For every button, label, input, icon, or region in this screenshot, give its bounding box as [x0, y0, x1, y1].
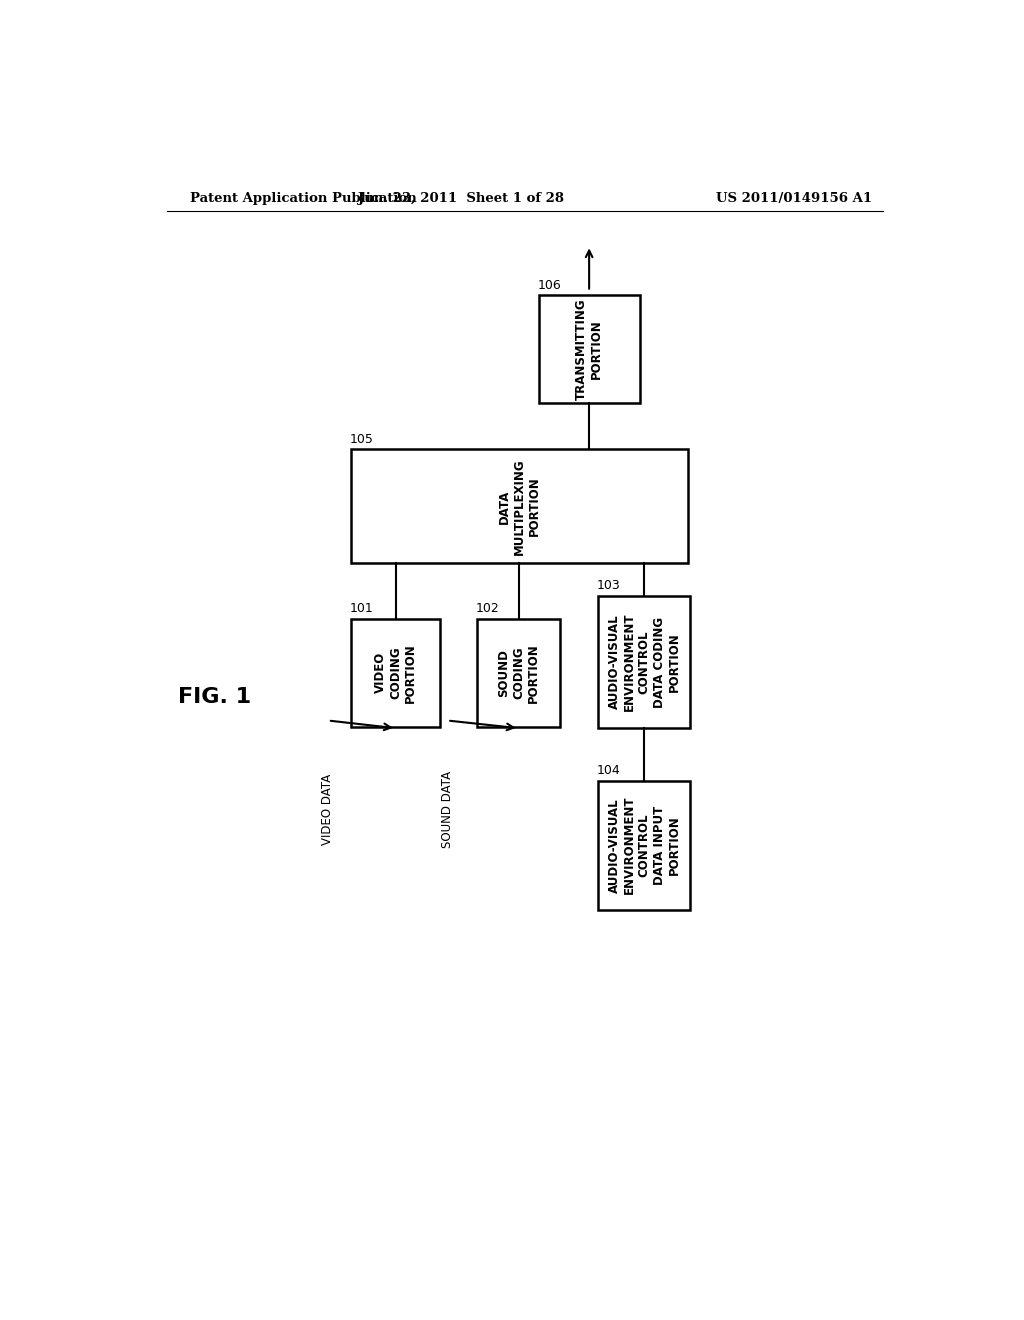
- Text: FIG. 1: FIG. 1: [178, 688, 251, 708]
- Text: 106: 106: [538, 279, 561, 292]
- Text: 104: 104: [597, 764, 621, 776]
- Bar: [539, 296, 640, 404]
- Text: Jun. 23, 2011  Sheet 1 of 28: Jun. 23, 2011 Sheet 1 of 28: [358, 191, 564, 205]
- Bar: [351, 449, 688, 564]
- Text: TRANSMITTING
PORTION: TRANSMITTING PORTION: [575, 298, 603, 400]
- Text: US 2011/0149156 A1: US 2011/0149156 A1: [716, 191, 872, 205]
- Text: 105: 105: [349, 433, 374, 446]
- Text: Patent Application Publication: Patent Application Publication: [190, 191, 417, 205]
- Text: AUDIO-VISUAL
ENVIRONMENT
CONTROL
DATA CODING
PORTION: AUDIO-VISUAL ENVIRONMENT CONTROL DATA CO…: [607, 612, 681, 711]
- Text: DATA
MULTIPLEXING
PORTION: DATA MULTIPLEXING PORTION: [499, 458, 542, 554]
- Text: AUDIO-VISUAL
ENVIRONMENT
CONTROL
DATA INPUT
PORTION: AUDIO-VISUAL ENVIRONMENT CONTROL DATA IN…: [607, 796, 681, 895]
- Bar: [598, 780, 690, 909]
- Text: VIDEO
CODING
PORTION: VIDEO CODING PORTION: [374, 643, 417, 702]
- Text: VIDEO DATA: VIDEO DATA: [322, 774, 335, 845]
- Text: 103: 103: [597, 579, 621, 591]
- Bar: [351, 619, 440, 726]
- Bar: [598, 595, 690, 729]
- Text: 102: 102: [475, 602, 499, 615]
- Text: SOUND DATA: SOUND DATA: [440, 771, 454, 847]
- Bar: [477, 619, 560, 726]
- Text: SOUND
CODING
PORTION: SOUND CODING PORTION: [497, 643, 540, 702]
- Text: 101: 101: [349, 602, 374, 615]
